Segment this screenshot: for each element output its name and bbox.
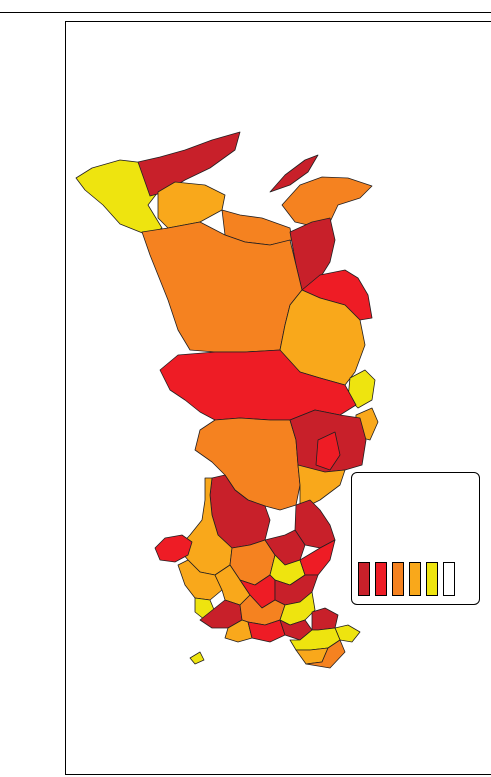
legend-swatch-yellow <box>426 562 438 596</box>
region-northwest <box>75 159 163 237</box>
region-southeast-tip-1 <box>311 607 339 631</box>
legend-swatch-white <box>443 562 455 596</box>
region-north-band <box>157 181 226 229</box>
legend-swatch-red <box>375 562 387 596</box>
region-southeast-tip-5 <box>305 639 346 669</box>
top-rule <box>0 12 491 13</box>
region-southeast-red <box>315 431 341 471</box>
legend-swatch-dark-red <box>358 562 370 596</box>
legend-swatch-orange <box>392 562 404 596</box>
legend-swatches <box>358 562 455 596</box>
region-south-islet <box>189 651 205 665</box>
legend <box>351 472 480 605</box>
region-south-band <box>297 464 346 511</box>
map-frame <box>65 21 491 775</box>
region-northeast-island <box>269 154 319 193</box>
region-west-island <box>154 534 193 563</box>
legend-swatch-light-orange <box>409 562 421 596</box>
